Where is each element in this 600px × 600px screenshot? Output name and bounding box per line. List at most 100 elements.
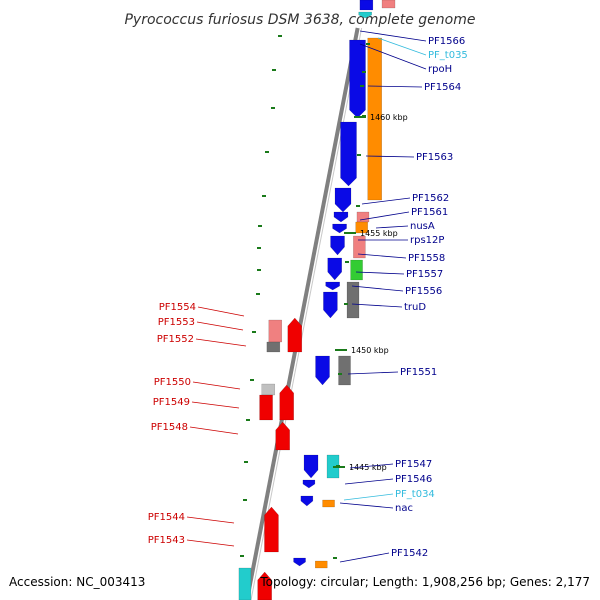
gene-label: PF1552	[157, 334, 194, 345]
gene-label: PF1542	[391, 548, 428, 559]
gene-label: PF1551	[400, 367, 437, 378]
gene-label: PF1550	[154, 377, 191, 388]
gene-nusa	[332, 223, 347, 234]
gene-pf1551-b	[338, 355, 351, 386]
gene-pf1561	[333, 211, 349, 223]
leader-line	[339, 552, 390, 563]
gene-label: PF1543	[148, 535, 185, 546]
gene-pf1563	[367, 37, 382, 201]
leader-line	[367, 85, 423, 88]
gene-label: nac	[395, 503, 413, 514]
gene-label: PF1556	[405, 286, 442, 297]
gene-label: truD	[404, 302, 426, 313]
leader-line	[365, 155, 415, 158]
leader-line	[359, 30, 427, 42]
leader-line	[359, 211, 410, 221]
leader-line	[191, 401, 240, 409]
leader-line	[377, 37, 427, 56]
gene-label: PF1547	[395, 459, 432, 470]
gene-pf1552	[266, 341, 281, 353]
scale-tick-label: 1445 kbp	[349, 463, 387, 472]
feature-tracks: 1460 kbp 1455 kbp 1450 kbp 1445 kbp	[238, 0, 408, 600]
gene-pf1550	[261, 383, 276, 396]
leader-line	[192, 381, 241, 390]
gene-label: PF1548	[151, 422, 188, 433]
gene-pf1562	[334, 187, 352, 213]
gene-pf1553	[268, 319, 283, 343]
gene-label: PF1546	[395, 474, 432, 485]
accession-text: Accession: NC_003413	[9, 575, 145, 589]
scale-tick-label: 1460 kbp	[370, 113, 408, 122]
leader-line	[351, 285, 404, 292]
gene-pf1551	[315, 355, 330, 386]
gene-pf1549	[259, 394, 273, 421]
gene-label: rpoH	[428, 64, 452, 75]
scale-tick-label: 1450 kbp	[351, 346, 389, 355]
gene-label: PF1563	[416, 152, 453, 163]
gene-top-pink	[381, 0, 396, 9]
leader-line	[186, 539, 235, 547]
leader-line	[344, 478, 394, 485]
leader-line	[197, 306, 245, 317]
leader-line	[361, 197, 411, 205]
gene-pf1548	[275, 421, 290, 451]
leader-line	[347, 371, 399, 375]
gene-rps12p	[330, 235, 345, 256]
gene-pf-t034	[300, 495, 314, 507]
scale-tick-label: 1455 kbp	[360, 229, 398, 238]
gene-pf-t035	[358, 11, 372, 19]
leader-line	[359, 43, 427, 70]
gene-label: PF1553	[158, 317, 195, 328]
leader-line	[351, 303, 403, 308]
gene-pf1546	[302, 479, 316, 489]
gene-label: PF1561	[411, 207, 448, 218]
gene-pf1547	[303, 454, 319, 479]
gene-label: PF1566	[428, 36, 465, 47]
leader-line	[349, 463, 394, 469]
leader-line	[343, 493, 394, 501]
gene-pf1542-b	[315, 560, 328, 569]
gene-pf1542	[293, 557, 306, 567]
gene-pf1549-b	[279, 384, 294, 421]
gene-nac	[322, 499, 335, 508]
gene-nusa-b	[355, 221, 368, 234]
gene-label: PF1549	[153, 397, 190, 408]
gene-top-blue	[359, 0, 374, 11]
gene-bottom-cyan	[238, 567, 252, 600]
gene-label: PF1544	[148, 512, 185, 523]
gene-label: PF1558	[408, 253, 445, 264]
gene-label: PF1554	[159, 302, 196, 313]
genome-summary-text: Topology: circular; Length: 1,908,256 bp…	[259, 575, 590, 589]
gene-label: PF1564	[424, 82, 461, 93]
gene-label: PF1557	[406, 269, 443, 280]
gene-pf1557	[350, 259, 363, 281]
gene-bottom-red	[257, 571, 272, 600]
gene-pf1564	[349, 39, 366, 119]
gene-pf1544	[264, 506, 279, 553]
leader-line	[375, 225, 409, 229]
gene-trud-b	[323, 291, 338, 319]
gene-label: nusA	[410, 221, 435, 232]
leader-line	[196, 321, 244, 331]
gene-trud	[346, 281, 360, 319]
leader-line	[339, 502, 394, 509]
gene-label: PF_t035	[428, 50, 468, 61]
leader-line	[355, 271, 405, 275]
map-title: Pyrococcus furiosus DSM 3638, complete g…	[124, 12, 475, 28]
gene-pf1554	[287, 317, 303, 353]
gene-label: rps12P	[410, 235, 444, 246]
gene-label: PF_t034	[395, 489, 435, 500]
feature-labels: PF1566 PF_t035 rpoH PF1564 PF1563 PF1562 PF156…	[148, 30, 468, 563]
gene-pf1556	[325, 281, 340, 291]
genome-backbone	[245, 27, 360, 600]
leader-line	[189, 426, 239, 435]
gene-rps12p-b	[353, 235, 366, 259]
gene-pf1558	[327, 257, 342, 281]
gene-pf1561-b	[356, 211, 370, 223]
gene-pf1563-b	[340, 121, 357, 187]
leader-line	[186, 516, 235, 524]
gene-label: PF1562	[412, 193, 449, 204]
leader-line	[357, 253, 407, 259]
leader-line	[195, 338, 247, 347]
